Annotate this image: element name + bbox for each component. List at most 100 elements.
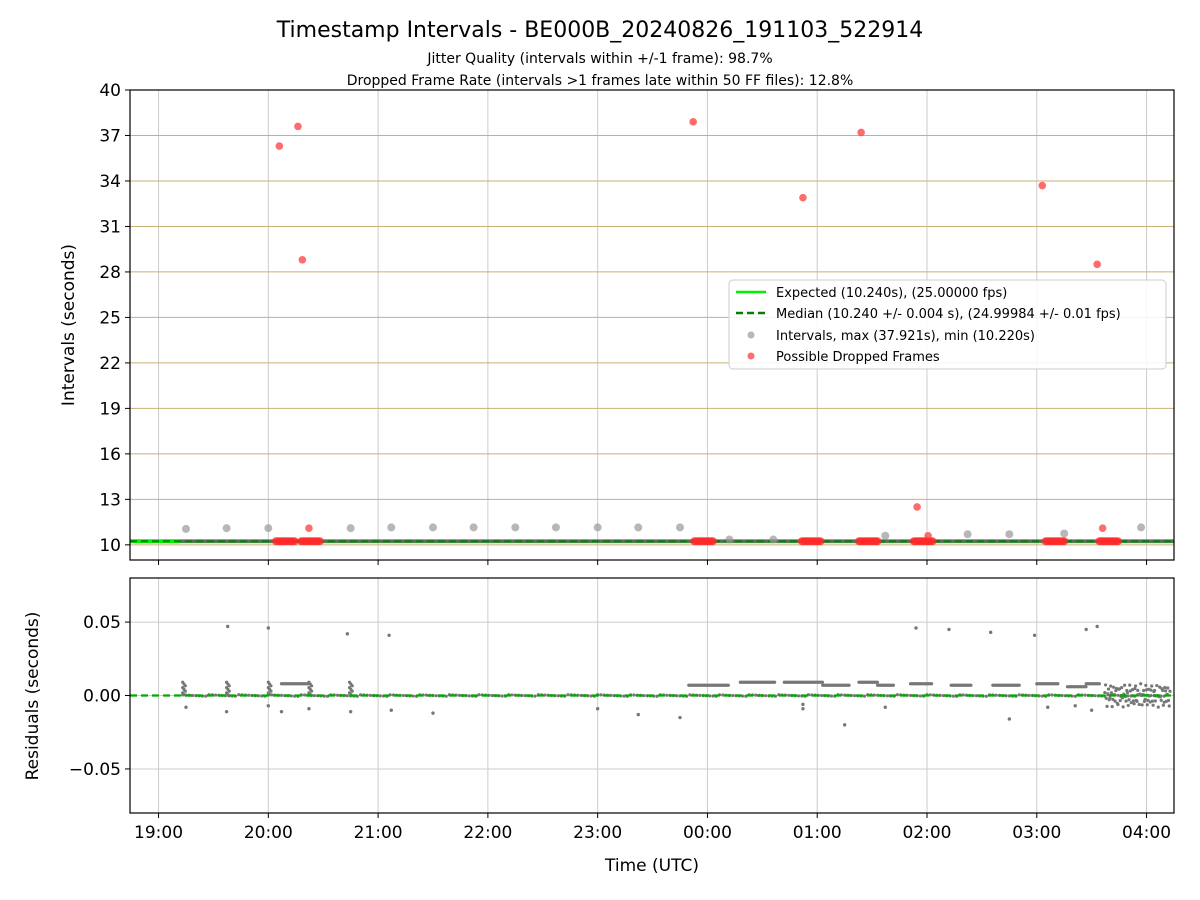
- residual-point: [721, 693, 724, 696]
- top-y-tick-label: 16: [99, 445, 121, 465]
- residual-point: [204, 695, 207, 698]
- dropped-frame-point: [799, 194, 807, 202]
- bottom-panel-data: [130, 625, 1174, 727]
- residual-cluster-point: [351, 689, 354, 692]
- residual-noise-point: [1153, 689, 1156, 692]
- top-y-axis-label: Intervals (seconds): [59, 244, 79, 406]
- interval-point: [634, 523, 642, 531]
- bottom-y-tick-label: −0.05: [69, 760, 121, 780]
- interval-point: [387, 523, 395, 531]
- residual-noise-point: [1108, 696, 1111, 699]
- residual-point: [830, 694, 833, 697]
- dropped-frame-point: [1093, 261, 1101, 269]
- residual-cluster-point: [184, 689, 187, 692]
- residual-point: [412, 694, 415, 697]
- residual-point: [435, 694, 438, 697]
- top-y-tick-label: 19: [99, 399, 121, 419]
- dropped-frame-point: [305, 524, 313, 532]
- residual-noise-point: [1162, 704, 1165, 707]
- residual-point: [797, 694, 800, 697]
- residual-point: [919, 694, 922, 697]
- x-tick-label: 22:00: [463, 823, 512, 843]
- residual-point: [501, 694, 504, 697]
- residual-outlier-point: [678, 716, 681, 719]
- residual-point: [985, 695, 988, 698]
- dropped-frame-cluster-point: [874, 537, 882, 545]
- residual-outlier-point: [947, 628, 950, 631]
- residual-point: [1083, 694, 1086, 697]
- dropped-frame-point: [924, 532, 932, 540]
- residual-noise-point: [1121, 696, 1124, 699]
- residual-plateau-point: [1056, 682, 1059, 685]
- residual-point: [632, 693, 635, 696]
- residual-outlier-point: [390, 708, 393, 711]
- residual-plateau-point: [1018, 684, 1021, 687]
- interval-point: [1137, 523, 1145, 531]
- residual-point: [313, 694, 316, 697]
- interval-point: [429, 523, 437, 531]
- x-tick-label: 01:00: [793, 823, 842, 843]
- residual-noise-point: [1164, 689, 1167, 692]
- residual-plateau-point: [821, 681, 824, 684]
- residual-cluster-point: [351, 684, 354, 687]
- residual-point: [379, 694, 382, 697]
- residual-point: [247, 694, 250, 697]
- residual-point: [853, 694, 856, 697]
- residual-noise-point: [1161, 689, 1164, 692]
- residual-point: [952, 695, 955, 698]
- residual-point: [665, 694, 668, 697]
- residual-noise-point: [1144, 684, 1147, 687]
- residual-noise-point: [1154, 699, 1157, 702]
- residual-noise-point: [1112, 686, 1115, 689]
- residual-point: [863, 695, 866, 698]
- residual-noise-point: [1151, 700, 1154, 703]
- residual-point: [929, 693, 932, 696]
- top-y-tick-label: 10: [99, 536, 121, 556]
- interval-point: [964, 530, 972, 538]
- residual-outlier-point: [884, 706, 887, 709]
- dropped-frame-cluster-point: [1114, 537, 1122, 545]
- residual-noise-point: [1105, 705, 1108, 708]
- residual-plateau-point: [727, 684, 730, 687]
- top-y-tick-label: 31: [99, 217, 121, 237]
- dropped-frame-cluster-point: [817, 537, 825, 545]
- residual-outlier-point: [1095, 625, 1098, 628]
- interval-point: [1060, 529, 1068, 537]
- residual-point: [402, 694, 405, 697]
- residual-point: [995, 694, 998, 697]
- residual-outlier-point: [346, 632, 349, 635]
- residual-outlier-point: [1073, 704, 1076, 707]
- residual-noise-point: [1122, 705, 1125, 708]
- residual-point: [962, 693, 965, 696]
- dropped-frame-cluster-point: [316, 537, 324, 545]
- residual-noise-point: [1142, 689, 1145, 692]
- residual-outlier-point: [914, 626, 917, 629]
- dropped-frame-point: [294, 123, 302, 131]
- residual-plateau-point: [969, 684, 972, 687]
- residual-noise-point: [1155, 684, 1158, 687]
- interval-point: [676, 523, 684, 531]
- residual-noise-point: [1143, 698, 1146, 701]
- chart-subtitle-jitter: Jitter Quality (intervals within +/-1 fr…: [426, 51, 772, 67]
- residual-noise-point: [1132, 699, 1135, 702]
- dropped-frame-point: [275, 142, 283, 150]
- residual-outlier-point: [1046, 706, 1049, 709]
- residual-outlier-point: [801, 707, 804, 710]
- residual-point: [1051, 693, 1054, 696]
- residual-noise-point: [1136, 689, 1139, 692]
- residual-plateau-point: [892, 684, 895, 687]
- dropped-frame-point: [689, 118, 697, 126]
- interval-point: [470, 523, 478, 531]
- residual-cluster-point: [228, 684, 231, 687]
- residual-noise-point: [1168, 690, 1171, 693]
- residual-cluster-point: [269, 684, 272, 687]
- legend-dropped-swatch: [748, 353, 755, 360]
- residual-outlier-point: [267, 626, 270, 629]
- residual-noise-point: [1110, 691, 1113, 694]
- interval-point: [264, 524, 272, 532]
- residual-point: [698, 694, 701, 697]
- residual-noise-point: [1104, 683, 1107, 686]
- dropped-frame-point: [857, 129, 865, 137]
- residual-outlier-point: [307, 707, 310, 710]
